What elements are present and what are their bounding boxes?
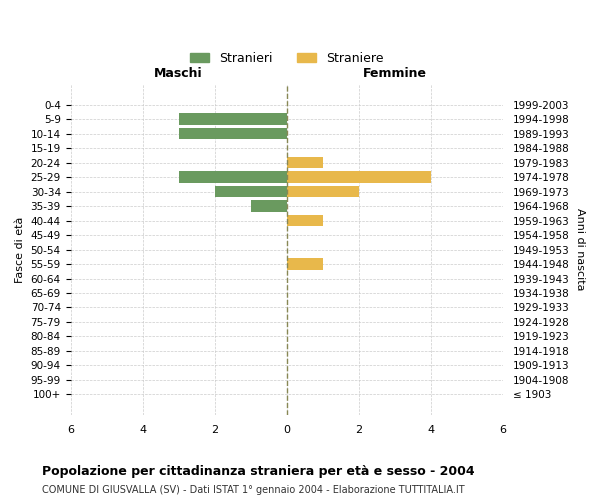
Bar <box>215 186 287 198</box>
Text: Popolazione per cittadinanza straniera per età e sesso - 2004: Popolazione per cittadinanza straniera p… <box>42 465 475 478</box>
Text: Femmine: Femmine <box>363 68 427 80</box>
Y-axis label: Anni di nascita: Anni di nascita <box>575 208 585 291</box>
Bar <box>179 114 287 125</box>
Text: COMUNE DI GIUSVALLA (SV) - Dati ISTAT 1° gennaio 2004 - Elaborazione TUTTITALIA.: COMUNE DI GIUSVALLA (SV) - Dati ISTAT 1°… <box>42 485 464 495</box>
Text: Maschi: Maschi <box>154 68 203 80</box>
Bar <box>287 172 431 183</box>
Bar <box>287 157 323 168</box>
Y-axis label: Fasce di età: Fasce di età <box>15 216 25 282</box>
Bar <box>287 215 323 226</box>
Bar <box>251 200 287 212</box>
Legend: Stranieri, Straniere: Stranieri, Straniere <box>185 47 389 70</box>
Bar <box>287 258 323 270</box>
Bar <box>179 172 287 183</box>
Bar <box>287 186 359 198</box>
Bar <box>179 128 287 140</box>
